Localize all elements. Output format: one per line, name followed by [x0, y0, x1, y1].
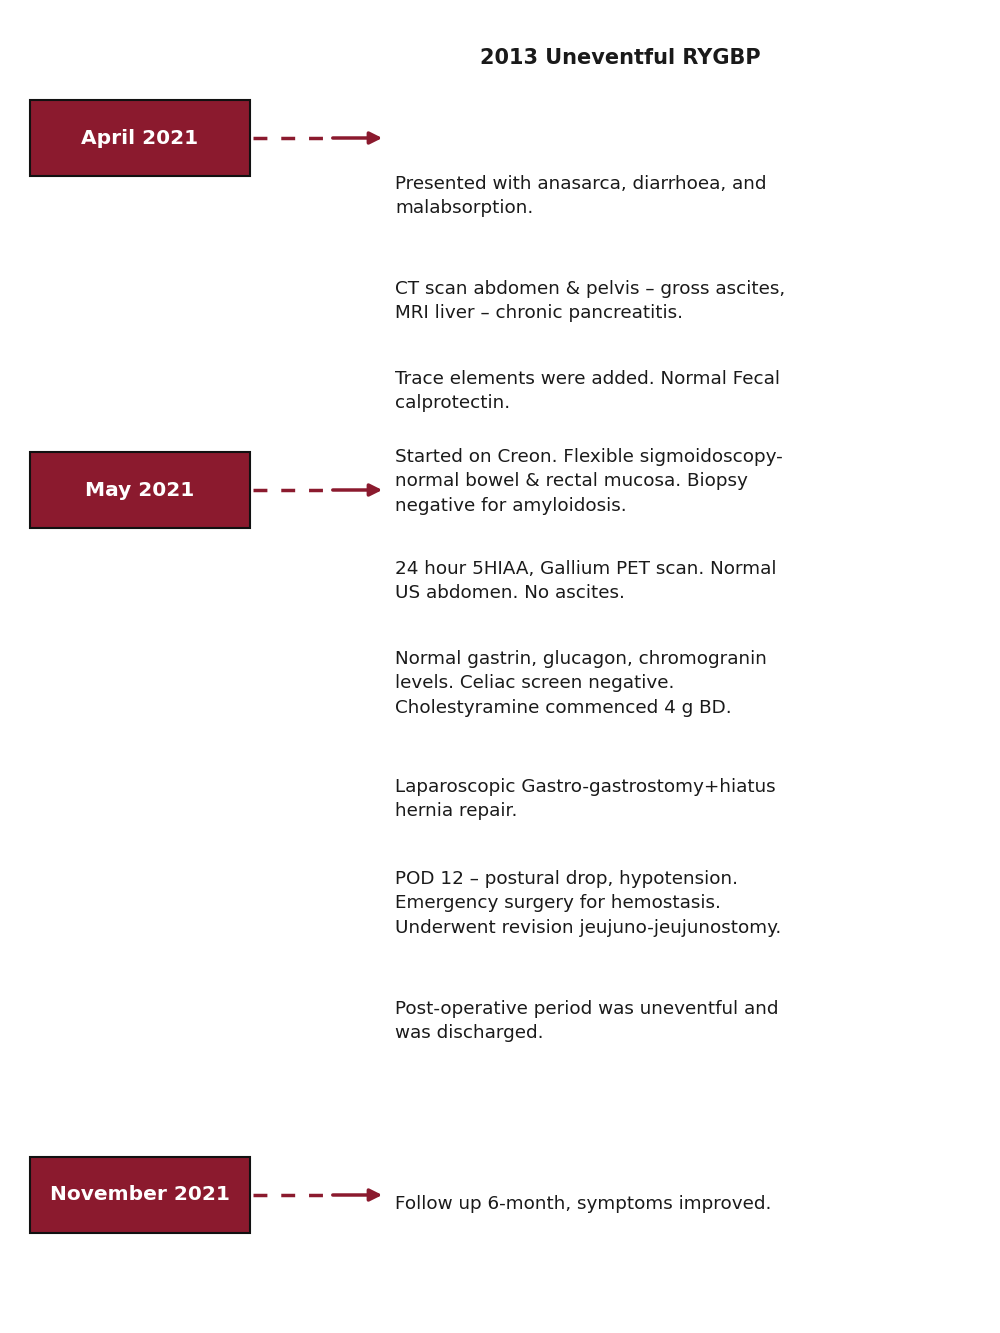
Text: 2013 Uneventful RYGBP: 2013 Uneventful RYGBP	[480, 48, 760, 68]
Text: May 2021: May 2021	[85, 480, 195, 500]
Text: POD 12 – postural drop, hypotension.
Emergency surgery for hemostasis.
Underwent: POD 12 – postural drop, hypotension. Eme…	[395, 870, 781, 937]
Bar	[30, 100, 250, 176]
Text: Normal gastrin, glucagon, chromogranin
levels. Celiac screen negative.
Cholestyr: Normal gastrin, glucagon, chromogranin l…	[395, 651, 767, 717]
Text: Trace elements were added. Normal Fecal
calprotectin.: Trace elements were added. Normal Fecal …	[395, 371, 780, 412]
Text: 24 hour 5HIAA, Gallium PET scan. Normal
US abdomen. No ascites.: 24 hour 5HIAA, Gallium PET scan. Normal …	[395, 560, 776, 603]
Text: CT scan abdomen & pelvis – gross ascites,
MRI liver – chronic pancreatitis.: CT scan abdomen & pelvis – gross ascites…	[395, 280, 785, 323]
Text: Post-operative period was uneventful and
was discharged.: Post-operative period was uneventful and…	[395, 1000, 778, 1042]
Bar	[30, 1157, 250, 1233]
Bar	[30, 452, 250, 528]
Text: Presented with anasarca, diarrhoea, and
malabsorption.: Presented with anasarca, diarrhoea, and …	[395, 175, 767, 217]
Text: Started on Creon. Flexible sigmoidoscopy-
normal bowel & rectal mucosa. Biopsy
n: Started on Creon. Flexible sigmoidoscopy…	[395, 448, 783, 515]
Text: Laparoscopic Gastro-gastrostomy+hiatus
hernia repair.: Laparoscopic Gastro-gastrostomy+hiatus h…	[395, 778, 776, 820]
Text: November 2021: November 2021	[50, 1185, 230, 1205]
Text: April 2021: April 2021	[81, 128, 199, 148]
Text: Follow up 6-month, symptoms improved.: Follow up 6-month, symptoms improved.	[395, 1194, 771, 1213]
